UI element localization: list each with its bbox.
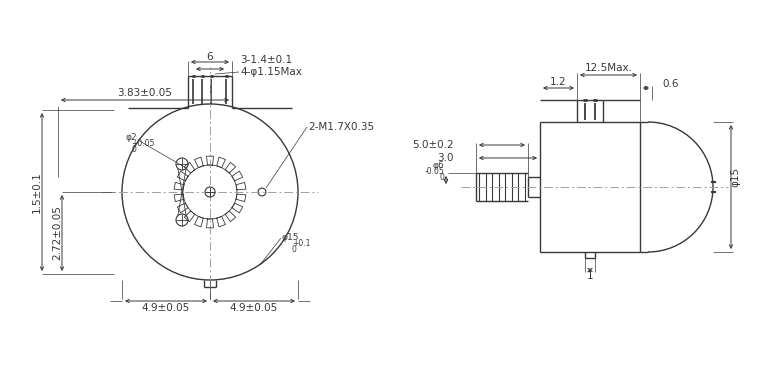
Text: 4.9±0.05: 4.9±0.05 [142, 303, 190, 313]
Text: 12.5Max.: 12.5Max. [584, 63, 633, 73]
Text: 3.0: 3.0 [438, 153, 454, 163]
Text: 0: 0 [292, 245, 297, 253]
Text: +0.1: +0.1 [292, 238, 310, 248]
Text: 0.6: 0.6 [662, 79, 679, 89]
Text: 0: 0 [131, 144, 136, 154]
Text: 3-1.4±0.1: 3-1.4±0.1 [240, 55, 292, 65]
Text: φ6: φ6 [432, 161, 444, 170]
Text: φ15: φ15 [282, 233, 300, 241]
Text: 3.83±0.05: 3.83±0.05 [118, 88, 172, 98]
Text: φ2: φ2 [125, 132, 136, 142]
Text: 0: 0 [439, 173, 444, 182]
Text: +0.05: +0.05 [131, 139, 154, 147]
Text: 1.5±0.1: 1.5±0.1 [32, 171, 42, 213]
Text: 4-φ1.15Max: 4-φ1.15Max [240, 67, 302, 77]
Text: 2.72±0.05: 2.72±0.05 [52, 205, 62, 260]
Text: 4.9±0.05: 4.9±0.05 [230, 303, 278, 313]
Text: -0.05: -0.05 [424, 166, 444, 175]
Text: 1: 1 [587, 271, 594, 281]
Text: 5.0±0.2: 5.0±0.2 [413, 140, 454, 150]
Text: 2-M1.7X0.35: 2-M1.7X0.35 [308, 122, 374, 132]
Text: 1.2: 1.2 [550, 77, 567, 87]
Text: φ15: φ15 [730, 167, 740, 187]
Text: 6: 6 [207, 52, 213, 62]
